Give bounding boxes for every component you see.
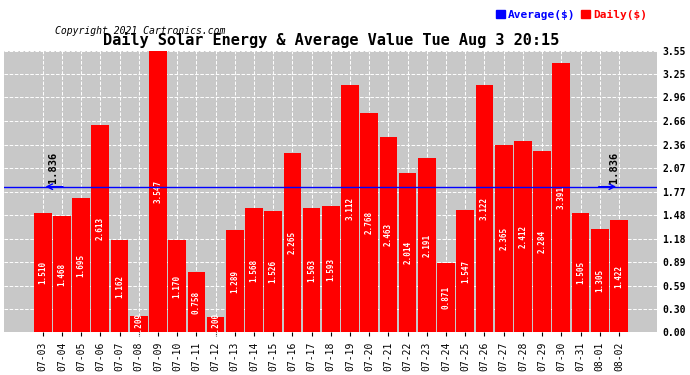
Text: 2.768: 2.768	[365, 211, 374, 234]
Text: 1.170: 1.170	[172, 274, 181, 297]
Text: 1.305: 1.305	[595, 269, 604, 292]
Bar	[399, 172, 417, 332]
Text: 1.593: 1.593	[326, 258, 335, 281]
Bar	[207, 316, 224, 332]
Text: 3.391: 3.391	[557, 186, 566, 209]
Bar	[245, 208, 263, 332]
Bar	[72, 198, 90, 332]
Text: 3.112: 3.112	[346, 197, 355, 220]
Bar	[475, 85, 493, 332]
Text: 0.871: 0.871	[442, 286, 451, 309]
Text: 0.758: 0.758	[192, 291, 201, 314]
Text: 1.468: 1.468	[57, 262, 66, 286]
Text: 1.162: 1.162	[115, 275, 124, 298]
Bar	[437, 263, 455, 332]
Bar	[284, 153, 302, 332]
Bar	[168, 240, 186, 332]
Text: 3.547: 3.547	[153, 180, 162, 203]
Bar	[322, 206, 339, 332]
Text: 1.505: 1.505	[576, 261, 585, 284]
Text: 1.422: 1.422	[614, 264, 624, 288]
Bar	[130, 316, 148, 332]
Text: 3.122: 3.122	[480, 197, 489, 220]
Text: 1.289: 1.289	[230, 270, 239, 293]
Bar	[110, 240, 128, 332]
Bar	[418, 159, 435, 332]
Bar	[264, 211, 282, 332]
Text: 2.365: 2.365	[499, 227, 509, 250]
Bar	[533, 151, 551, 332]
Bar	[92, 125, 109, 332]
Bar	[380, 137, 397, 332]
Text: 2.265: 2.265	[288, 231, 297, 254]
Text: 2.463: 2.463	[384, 223, 393, 246]
Text: 1.526: 1.526	[268, 260, 277, 284]
Bar	[610, 219, 628, 332]
Bar	[53, 216, 71, 332]
Text: 2.613: 2.613	[96, 217, 105, 240]
Bar	[188, 272, 205, 332]
Text: 1.836: 1.836	[48, 152, 59, 183]
Bar	[591, 229, 609, 332]
Bar	[360, 112, 378, 332]
Text: 2.014: 2.014	[403, 241, 412, 264]
Text: Copyright 2021 Cartronics.com: Copyright 2021 Cartronics.com	[55, 26, 226, 36]
Text: 0.200: 0.200	[211, 313, 220, 336]
Text: 1.568: 1.568	[250, 259, 259, 282]
Bar	[457, 210, 474, 332]
Legend: Average($), Daily($): Average($), Daily($)	[491, 5, 652, 24]
Text: 1.695: 1.695	[77, 254, 86, 277]
Bar	[226, 230, 244, 332]
Bar	[149, 51, 167, 332]
Bar	[34, 213, 52, 332]
Text: 2.412: 2.412	[518, 225, 527, 248]
Text: 1.836: 1.836	[609, 152, 620, 183]
Text: 1.563: 1.563	[307, 259, 316, 282]
Text: 1.547: 1.547	[461, 260, 470, 283]
Bar	[514, 141, 532, 332]
Text: 2.191: 2.191	[422, 234, 431, 257]
Text: 0.209: 0.209	[135, 313, 144, 336]
Text: 1.510: 1.510	[38, 261, 47, 284]
Text: 2.284: 2.284	[538, 230, 546, 254]
Bar	[572, 213, 589, 332]
Bar	[341, 86, 359, 332]
Bar	[495, 145, 513, 332]
Title: Daily Solar Energy & Average Value Tue Aug 3 20:15: Daily Solar Energy & Average Value Tue A…	[103, 32, 559, 48]
Bar	[553, 63, 570, 332]
Bar	[303, 209, 320, 332]
